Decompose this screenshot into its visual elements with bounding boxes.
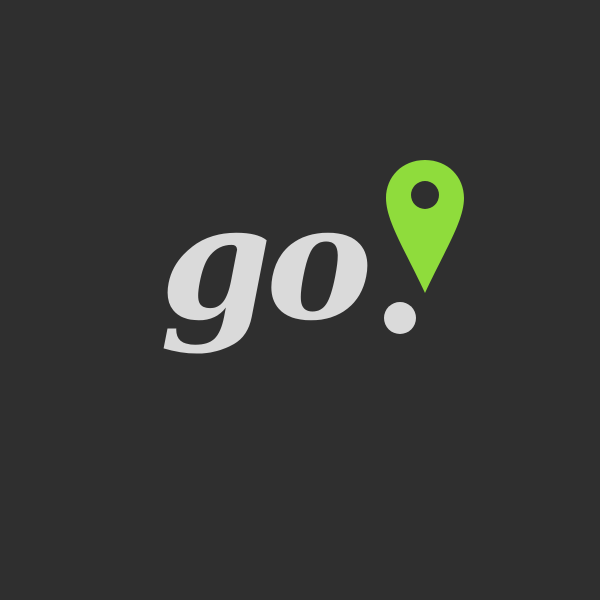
logo-wordmark: go bbox=[160, 168, 373, 356]
location-pin-icon bbox=[384, 160, 464, 334]
exclamation-dot bbox=[384, 302, 416, 334]
